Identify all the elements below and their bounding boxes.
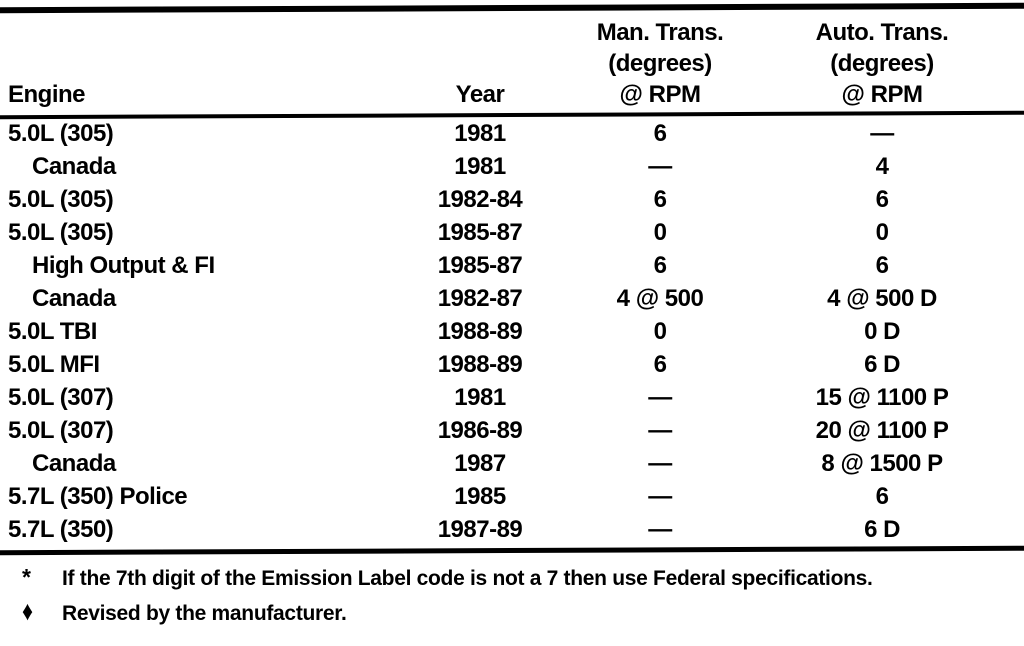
- man-trans-cell: 4 @ 500: [616, 285, 704, 312]
- man-trans-cell: —: [648, 450, 672, 477]
- year-cell: 1988-89: [437, 351, 523, 378]
- man-trans-cell: 6: [653, 252, 667, 279]
- man-trans-cell: —: [648, 384, 672, 411]
- man-trans-degrees-label: (degrees): [608, 50, 712, 77]
- table-row: High Output & FI 1985-87 6 6: [0, 249, 1024, 282]
- column-header-auto-trans: Auto. Trans. (degrees) @ RPM: [740, 11, 1024, 110]
- table-row: 5.7L (350) 1987-89 — 6 D: [0, 513, 1024, 546]
- footnote-revised: ♦ Revised by the manufacturer.: [0, 595, 1024, 630]
- table-header: Engine Year Man. Trans. (degrees) @ RPM …: [0, 11, 1024, 113]
- engine-cell: Canada: [32, 450, 116, 477]
- engine-cell: Canada: [32, 153, 116, 180]
- man-trans-cell: —: [648, 417, 672, 444]
- engine-cell: 5.0L (307): [8, 417, 114, 444]
- year-cell: 1985-87: [437, 219, 523, 246]
- column-header-man-trans: Man. Trans. (degrees) @ RPM: [580, 11, 740, 110]
- engine-cell: 5.0L MFI: [8, 351, 100, 378]
- year-cell: 1981: [454, 120, 506, 147]
- year-cell: 1985: [454, 483, 506, 510]
- engine-cell: 5.0L (307): [8, 384, 114, 411]
- auto-trans-cell: —: [870, 120, 894, 147]
- man-trans-cell: 6: [653, 120, 667, 147]
- engine-cell: High Output & FI: [32, 252, 215, 279]
- table-row: 5.0L (307) 1986-89 — 20 @ 1100 P: [0, 414, 1024, 447]
- auto-trans-cell: 4 @ 500 D: [827, 285, 937, 312]
- table-row: 5.0L (307) 1981 — 15 @ 1100 P: [0, 381, 1024, 414]
- year-cell: 1986-89: [437, 417, 523, 444]
- man-trans-rpm-label: @ RPM: [619, 81, 701, 108]
- asterisk-marker-icon: *: [22, 564, 31, 590]
- table-row: Canada 1981 — 4: [0, 150, 1024, 183]
- man-trans-cell: 0: [653, 219, 667, 246]
- year-cell: 1988-89: [437, 318, 523, 345]
- column-header-year: Year: [455, 81, 505, 108]
- diamond-marker-icon: ♦: [22, 596, 33, 626]
- table-row: 5.0L (305) 1981 6 —: [0, 117, 1024, 150]
- auto-trans-cell: 6: [875, 483, 889, 510]
- auto-trans-cell: 0: [875, 219, 889, 246]
- engine-cell: 5.0L (305): [8, 186, 114, 213]
- auto-trans-degrees-label: (degrees): [830, 50, 934, 77]
- auto-trans-cell: 15 @ 1100 P: [815, 384, 949, 411]
- table-row: 5.0L MFI 1988-89 6 6 D: [0, 348, 1024, 381]
- year-cell: 1981: [454, 384, 506, 411]
- year-cell: 1985-87: [437, 252, 523, 279]
- year-cell: 1987-89: [437, 516, 523, 543]
- engine-cell: 5.7L (350) Police: [8, 483, 188, 510]
- year-cell: 1982-87: [437, 285, 523, 312]
- table-row: Canada 1982-87 4 @ 500 4 @ 500 D: [0, 282, 1024, 315]
- table-row: 5.0L (305) 1982-84 6 6: [0, 183, 1024, 216]
- auto-trans-label: Auto. Trans.: [815, 19, 949, 46]
- engine-cell: Canada: [32, 285, 116, 312]
- table-row: 5.0L TBI 1988-89 0 0 D: [0, 315, 1024, 348]
- auto-trans-cell: 6 D: [864, 516, 900, 543]
- auto-trans-cell: 6: [875, 186, 889, 213]
- man-trans-cell: 0: [653, 318, 667, 345]
- year-cell: 1981: [454, 153, 506, 180]
- column-header-engine: Engine: [8, 81, 86, 108]
- engine-cell: 5.0L (305): [8, 219, 114, 246]
- auto-trans-rpm-label: @ RPM: [841, 81, 923, 108]
- year-cell: 1987: [454, 450, 506, 477]
- auto-trans-cell: 20 @ 1100 P: [815, 417, 949, 444]
- table-row: 5.0L (305) 1985-87 0 0: [0, 216, 1024, 249]
- table-row: 5.7L (350) Police 1985 — 6: [0, 480, 1024, 513]
- auto-trans-cell: 0 D: [864, 318, 900, 345]
- auto-trans-cell: 6: [875, 252, 889, 279]
- footnote-text: If the 7th digit of the Emission Label c…: [62, 567, 873, 590]
- man-trans-cell: —: [648, 516, 672, 543]
- man-trans-cell: —: [648, 153, 672, 180]
- table-body: 5.0L (305) 1981 6 — Canada 1981 — 4 5.0L…: [0, 117, 1024, 546]
- footnotes: * If the 7th digit of the Emission Label…: [0, 553, 1024, 630]
- table-row: Canada 1987 — 8 @ 1500 P: [0, 447, 1024, 480]
- footnote-emission-label: * If the 7th digit of the Emission Label…: [0, 561, 1024, 595]
- auto-trans-cell: 4: [875, 153, 889, 180]
- year-cell: 1982-84: [437, 186, 523, 213]
- man-trans-label: Man. Trans.: [596, 19, 724, 46]
- engine-cell: 5.0L (305): [8, 120, 114, 147]
- engine-cell: 5.0L TBI: [8, 318, 97, 345]
- footnote-text: Revised by the manufacturer.: [62, 602, 347, 625]
- engine-cell: 5.7L (350): [8, 516, 114, 543]
- auto-trans-cell: 6 D: [864, 351, 900, 378]
- auto-trans-cell: 8 @ 1500 P: [821, 450, 943, 477]
- man-trans-cell: 6: [653, 186, 667, 213]
- man-trans-cell: —: [648, 483, 672, 510]
- man-trans-cell: 6: [653, 351, 667, 378]
